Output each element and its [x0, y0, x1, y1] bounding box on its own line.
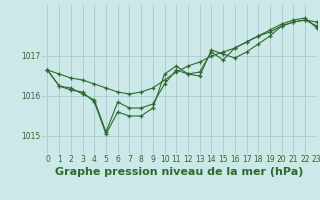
X-axis label: Graphe pression niveau de la mer (hPa): Graphe pression niveau de la mer (hPa) — [55, 167, 303, 177]
